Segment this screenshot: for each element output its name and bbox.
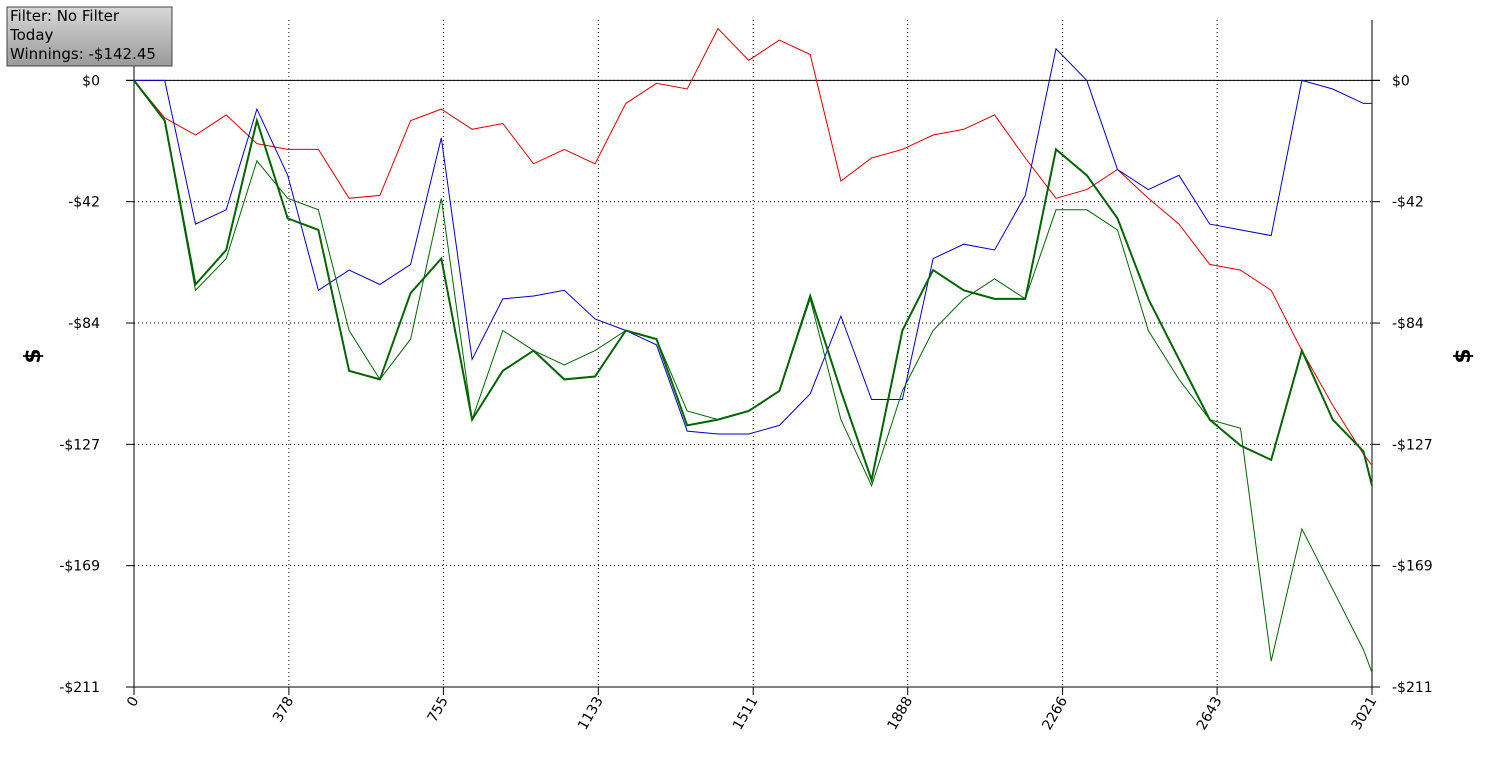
x-tick-label: 0 <box>124 694 142 710</box>
info-period: Today <box>9 26 54 44</box>
x-tick-label: 2266 <box>1039 694 1071 733</box>
y-tick-label: $0 <box>82 73 100 89</box>
x-tick-label: 3021 <box>1349 694 1381 733</box>
info-box <box>6 6 173 67</box>
y2-tick-label: $0 <box>1392 73 1410 89</box>
y-axis-label: $ <box>21 348 46 363</box>
y2-tick-label: -$211 <box>1392 680 1433 696</box>
series-line <box>133 27 1373 466</box>
x-tick-label: 2643 <box>1194 694 1226 733</box>
info-winnings: Winnings: -$142.45 <box>10 45 156 63</box>
plot-area: $0 $0 -$42 -$42 -$84 -$84 -$127 -$127 -$169 -$169… <box>59 20 1433 733</box>
y-tick-label: -$211 <box>59 680 100 696</box>
y2-tick-label: -$169 <box>1392 559 1433 575</box>
y2-tick-label: -$127 <box>1392 437 1433 453</box>
x-tick-label: 755 <box>425 694 452 725</box>
x-tick-label: 1133 <box>575 694 607 733</box>
y2-tick-label: -$42 <box>1392 195 1424 211</box>
y-tick-label: -$169 <box>59 559 100 575</box>
y2-tick-label: -$84 <box>1392 316 1424 332</box>
y2-axis-label: $ <box>1451 348 1476 363</box>
y-tick-label: -$84 <box>68 316 100 332</box>
y-tick-label: -$42 <box>68 195 100 211</box>
x-tick-label: 1888 <box>884 694 916 733</box>
x-tick-label: 1511 <box>730 694 762 733</box>
y-tick-label: -$127 <box>59 437 100 453</box>
info-filter: Filter: No Filter <box>10 7 120 25</box>
series-line <box>134 47 1372 435</box>
x-tick-label: 378 <box>270 694 297 725</box>
series-line <box>133 80 1373 673</box>
